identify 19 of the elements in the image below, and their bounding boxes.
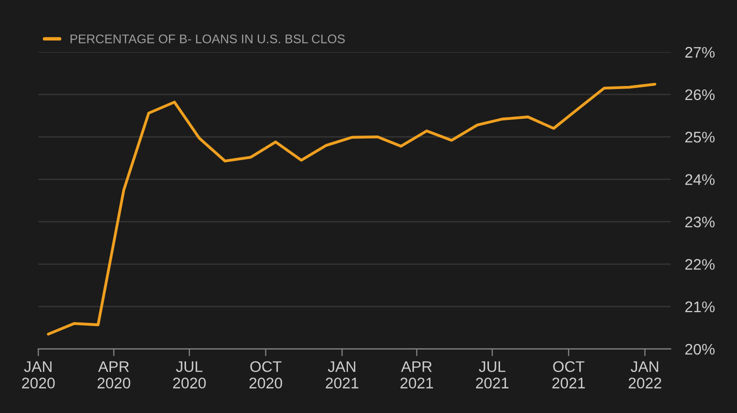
y-tick-label: 24%: [685, 174, 715, 185]
x-tick-label: JAN 2021: [326, 361, 358, 388]
y-tick-label: 21%: [685, 301, 715, 312]
legend-label: PERCENTAGE OF B- LOANS IN U.S. BSL CLOS: [70, 34, 345, 44]
y-tick-label: 20%: [685, 344, 715, 355]
x-tick-label: OCT 2021: [552, 361, 585, 388]
y-tick-label: 22%: [685, 259, 715, 270]
x-tick-label: JUL 2021: [476, 361, 508, 388]
x-tick-label: APR 2020: [98, 361, 130, 388]
x-tick-label: JUL 2020: [173, 361, 206, 388]
x-tick-label: JAN 2020: [22, 361, 55, 388]
y-tick-label: 23%: [685, 216, 715, 228]
x-tick-label: OCT 2020: [249, 361, 282, 388]
y-tick-label: 26%: [685, 89, 715, 100]
x-tick-label: APR 2021: [400, 361, 433, 388]
y-tick-label: 27%: [685, 46, 715, 58]
y-tick-label: 25%: [685, 132, 715, 143]
x-tick-label: JAN 2022: [628, 361, 662, 388]
line-series: [46, 82, 656, 336]
